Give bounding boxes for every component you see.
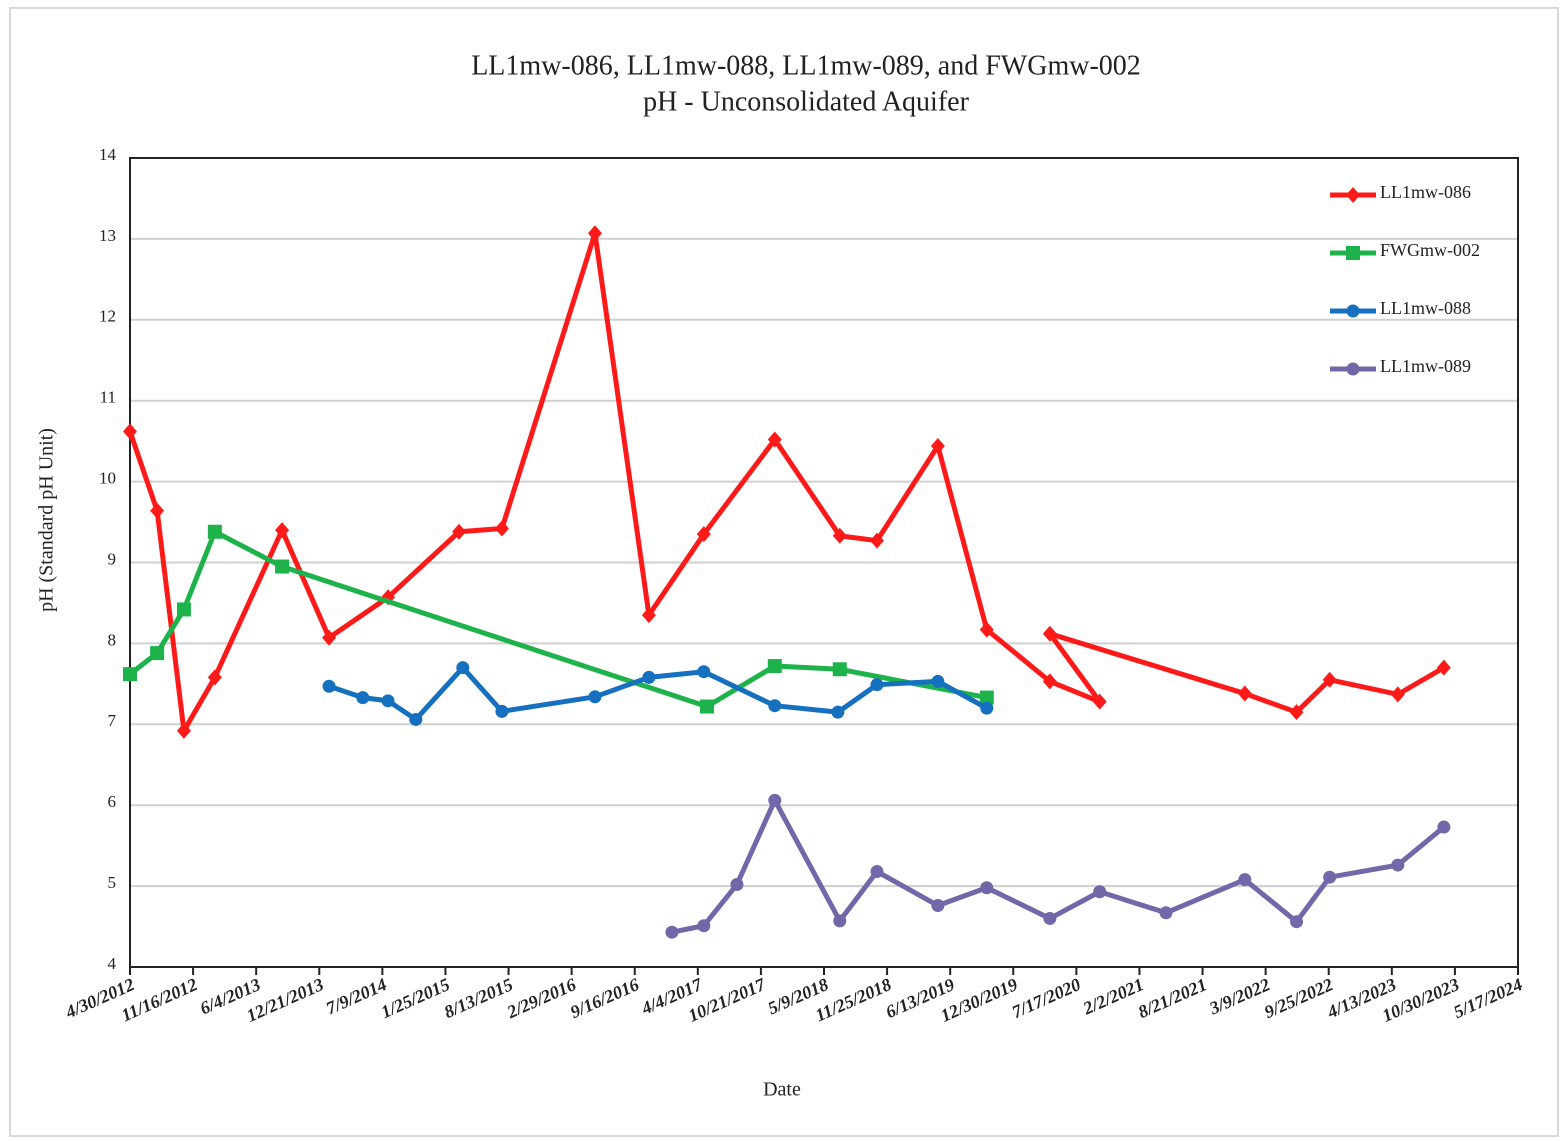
point [1323,870,1337,884]
point [1238,873,1252,887]
y-tick-label: 13 [99,226,116,245]
point [452,523,467,540]
y-tick-label: 11 [100,388,116,407]
y-axis-label: pH (Standard pH Unit) [36,428,58,612]
point [832,527,847,544]
series [665,793,1451,939]
point [979,690,994,705]
point [1346,246,1360,260]
y-tick-label: 6 [108,792,117,811]
point [495,704,509,718]
point [980,881,994,895]
point [1092,693,1107,710]
point [931,674,945,688]
point [381,694,395,708]
chart-subtitle: pH - Unconsolidated Aquifer [643,86,969,117]
point [642,670,656,684]
point [665,925,679,939]
point [768,699,782,713]
series [123,524,994,714]
y-tick-label: 7 [108,711,117,730]
point [123,423,137,440]
point [696,526,711,543]
series-line [671,797,1446,935]
point [1159,906,1173,920]
point [767,659,782,674]
frame [9,7,1559,1137]
point [870,678,884,692]
legend-label: LL1mw-089 [1380,356,1471,376]
legend-label: LL1mw-088 [1380,298,1471,318]
y-tick-label: 9 [108,549,117,568]
point [207,669,222,686]
y-tick-label: 14 [99,145,117,164]
point [356,691,370,705]
point [980,701,994,715]
point [322,679,336,693]
y-tick-label: 5 [108,873,117,892]
y-tick-label: 12 [99,307,116,326]
point [831,705,845,719]
point [768,793,782,807]
point [1042,625,1057,642]
point [930,438,945,455]
point [1290,915,1304,929]
point [1289,704,1304,721]
y-tick-label: 4 [108,954,117,973]
point [1237,685,1252,702]
point [697,919,711,933]
series [123,225,1451,739]
point [1346,304,1360,318]
point [588,690,602,704]
point [1043,911,1057,925]
point [587,225,602,242]
point [1093,885,1107,899]
x-axis-label: Date [763,1079,801,1101]
point [150,646,165,661]
point [641,607,656,624]
point [456,661,470,675]
point [176,722,191,739]
point [931,899,945,913]
point [832,662,847,677]
point [870,865,884,879]
point [730,877,744,891]
point [1322,671,1337,688]
point [123,667,137,682]
point [1390,686,1405,703]
point [207,524,222,539]
point [409,712,423,726]
point [979,621,994,638]
point [699,699,714,714]
point [1346,187,1360,203]
point [767,431,782,448]
point [833,914,847,928]
legend-label: LL1mw-086 [1380,182,1471,202]
chart-title: LL1mw-086, LL1mw-088, LL1mw-089, and FWG… [471,50,1141,81]
point [150,502,165,519]
point [275,522,290,539]
point [1391,858,1405,872]
y-tick-label: 8 [108,630,117,649]
point [869,532,884,549]
point [1437,820,1451,834]
point [1346,362,1360,376]
point [176,602,191,617]
point [275,559,290,574]
series [322,661,994,726]
point [697,665,711,679]
point [322,629,337,646]
point [1042,673,1057,690]
point [494,520,509,537]
legend-label: FWGmw-002 [1380,240,1480,260]
point [1436,659,1451,676]
y-tick-label: 10 [99,469,116,488]
